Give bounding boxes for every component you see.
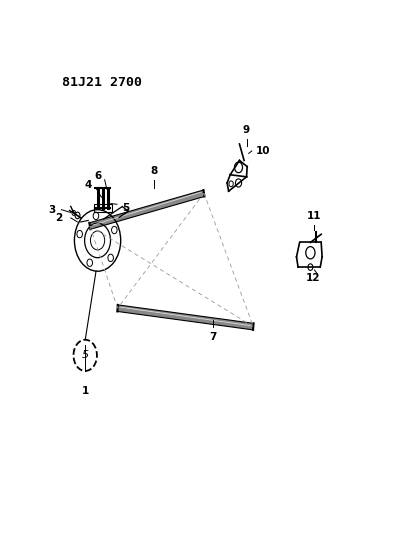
Text: 12: 12 bbox=[306, 273, 320, 283]
Text: 1: 1 bbox=[82, 386, 89, 396]
Text: 81J21 2700: 81J21 2700 bbox=[62, 76, 142, 89]
Polygon shape bbox=[117, 305, 254, 330]
Polygon shape bbox=[89, 190, 205, 229]
Text: 8: 8 bbox=[150, 166, 158, 175]
Text: 3: 3 bbox=[48, 205, 55, 215]
Text: 4: 4 bbox=[84, 180, 92, 190]
Text: 5: 5 bbox=[82, 350, 89, 360]
Bar bbox=[94, 204, 112, 212]
Text: 10: 10 bbox=[256, 146, 270, 156]
Text: 6: 6 bbox=[94, 171, 101, 181]
Text: 7: 7 bbox=[209, 332, 216, 342]
Text: 5: 5 bbox=[122, 204, 129, 213]
Text: 11: 11 bbox=[307, 211, 322, 221]
Text: 2: 2 bbox=[55, 213, 63, 223]
Text: 9: 9 bbox=[243, 125, 250, 134]
